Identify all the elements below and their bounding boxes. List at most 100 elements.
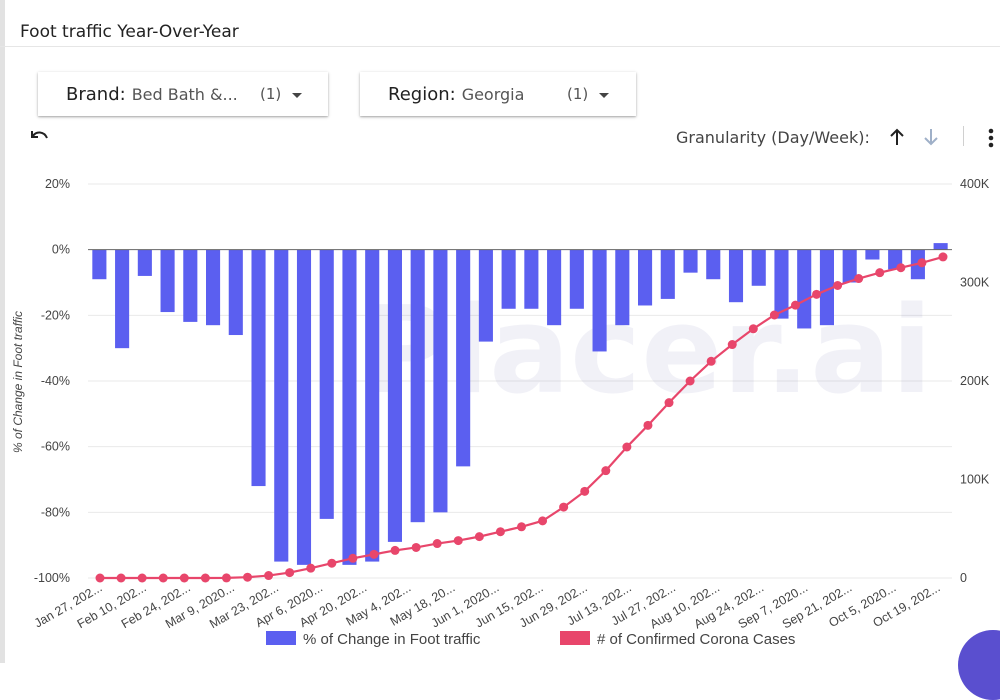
line-point [158, 573, 168, 583]
chevron-down-icon[interactable] [599, 93, 609, 98]
bar [410, 249, 425, 523]
bar [228, 249, 243, 336]
bar [115, 249, 130, 349]
line-series [95, 252, 948, 583]
line-point [769, 310, 779, 320]
x-axis: Jan 27, 202...Feb 10, 202...Feb 24, 202.… [32, 580, 943, 631]
line-point [917, 258, 927, 268]
line-point [685, 376, 695, 386]
line-point [622, 442, 632, 452]
bar [524, 249, 539, 309]
line-point [896, 263, 906, 273]
bar [547, 249, 562, 326]
line-point [348, 553, 358, 563]
line-point [179, 573, 189, 583]
bar [774, 249, 789, 319]
bar [683, 249, 698, 273]
y-left-tick-label: -20% [41, 308, 70, 322]
bar [319, 249, 334, 519]
line-point [495, 527, 505, 537]
y-right-tick-label: 100K [960, 473, 990, 487]
bar [342, 249, 357, 565]
bar [92, 249, 107, 280]
y-left-tick-label: -60% [41, 440, 70, 454]
y-right-tick-label: 200K [960, 374, 990, 388]
line-point [517, 522, 526, 532]
legend-bar-label: % of Change in Foot traffic [303, 631, 481, 648]
bar [501, 249, 516, 309]
legend-bar-swatch [266, 631, 296, 645]
bar [296, 249, 312, 565]
bar [615, 249, 630, 326]
line-point [601, 466, 611, 476]
bar [433, 249, 448, 513]
line-point [116, 573, 126, 583]
bar [251, 249, 266, 487]
more-options-icon[interactable] [986, 127, 996, 149]
line-point [559, 502, 569, 512]
line-point [833, 280, 843, 290]
bar [206, 249, 221, 326]
granularity-label: Granularity (Day/Week): [676, 128, 870, 147]
line-point [137, 573, 147, 583]
left-edge [0, 0, 5, 663]
line-point [411, 542, 421, 552]
legend-line-label: # of Confirmed Corona Cases [597, 631, 795, 648]
bar [728, 249, 744, 303]
line-point [369, 549, 379, 559]
bar [842, 249, 857, 283]
line-point [327, 558, 337, 568]
bar-series [92, 243, 948, 565]
y-right-tick-label: 400K [960, 177, 990, 191]
legend-line-swatch [560, 631, 590, 645]
line-point [706, 356, 716, 366]
line-point [453, 536, 463, 546]
line-point [221, 573, 231, 583]
bar [137, 249, 152, 276]
region-filter-label: Region: [388, 83, 456, 105]
bar [865, 249, 880, 260]
bar [660, 249, 675, 299]
line-point [790, 300, 800, 310]
line-point [95, 573, 105, 583]
chevron-down-icon[interactable] [292, 93, 302, 98]
y-axis-right: 400K 300K 200K 100K 0 [960, 177, 990, 585]
bar [751, 249, 766, 286]
line-point [664, 398, 674, 408]
bar [456, 249, 471, 467]
line-point [643, 420, 653, 430]
legend: % of Change in Foot traffic # of Confirm… [266, 631, 795, 648]
bar [933, 243, 948, 250]
y-axis-left-title: % of Change in Foot traffic [11, 311, 25, 453]
bar [387, 249, 402, 542]
bar [274, 249, 289, 562]
line-point [200, 573, 210, 583]
region-filter-count: (1) [567, 85, 589, 103]
bar [160, 249, 175, 313]
chart-header: Foot traffic Year-Over-Year [0, 0, 1000, 47]
brand-filter-value: Bed Bath &... [131, 84, 238, 104]
line-point [875, 268, 885, 278]
region-filter[interactable]: Region: Georgia (1) [360, 72, 636, 116]
bar [797, 249, 812, 329]
y-right-tick-label: 300K [960, 276, 990, 290]
bar [706, 249, 721, 280]
drill-up-icon[interactable] [888, 127, 906, 147]
brand-filter[interactable]: Brand: Bed Bath &... (1) [38, 72, 328, 116]
brand-filter-count: (1) [260, 85, 282, 103]
region-filter-value: Georgia [461, 84, 525, 104]
line-point [580, 486, 590, 496]
line-point [854, 274, 864, 284]
drill-down-icon[interactable] [922, 127, 940, 147]
y-right-tick-label: 0 [960, 571, 967, 585]
undo-icon[interactable] [28, 126, 50, 146]
toolbar-divider [963, 126, 964, 146]
y-left-tick-label: 20% [45, 177, 70, 191]
y-left-tick-label: -100% [34, 571, 70, 585]
y-left-tick-label: 0% [52, 243, 70, 257]
y-left-tick-label: -80% [41, 505, 70, 519]
line-point [538, 516, 548, 526]
line-point [264, 571, 274, 581]
bar [478, 249, 493, 342]
bar [365, 249, 380, 562]
